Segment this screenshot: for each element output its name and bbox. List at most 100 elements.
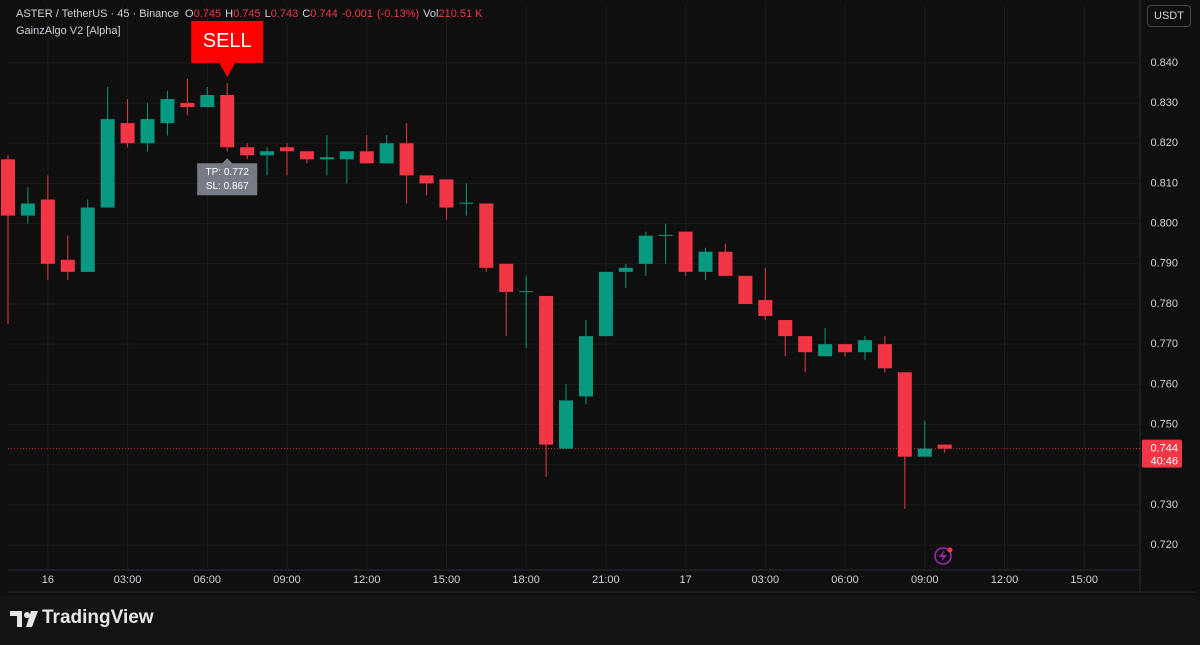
- change-percent: (-0.13%): [376, 8, 420, 20]
- footer-background: [0, 596, 1200, 645]
- brand-name: TradingView: [42, 607, 154, 628]
- x-tick-label: 18:00: [512, 574, 540, 586]
- symbol-legend: ASTER / TetherUS · 45 · Binance O0.745 H0.…: [16, 8, 483, 20]
- candle-body: [857, 340, 872, 353]
- candle-body: [917, 448, 932, 457]
- y-tick-label: 0.720: [1150, 539, 1178, 551]
- candle-body: [578, 336, 593, 397]
- ohlc-value: 0.743: [270, 8, 299, 20]
- alert-icon: [934, 547, 953, 565]
- candle-body: [539, 295, 554, 445]
- countdown-label: 40:46: [1150, 456, 1178, 468]
- candle-body: [240, 147, 255, 156]
- candle-body: [379, 143, 394, 164]
- candle-body: [140, 119, 155, 144]
- ohlc-value: 0.745: [233, 8, 261, 20]
- brand-logo: [10, 611, 38, 627]
- x-tick-label: 21:00: [592, 574, 620, 586]
- candle-body: [479, 203, 494, 268]
- x-tick-label: 15:00: [1070, 574, 1098, 586]
- candle-body: [758, 299, 773, 317]
- x-tick-label: 03:00: [752, 574, 780, 586]
- ohlc-label: H: [225, 8, 234, 20]
- y-tick-label: 0.830: [1150, 97, 1178, 109]
- candle-body: [80, 207, 95, 272]
- candle-body: [439, 179, 454, 208]
- candle-body: [778, 320, 793, 337]
- symbol-title: ASTER / TetherUS · 45 · Binance: [16, 8, 180, 20]
- x-tick-label: 12:00: [991, 574, 1019, 586]
- candle-body: [897, 372, 912, 457]
- ohlc-label: L: [264, 8, 271, 20]
- candle-body: [818, 344, 833, 357]
- candle-body: [260, 151, 275, 156]
- sell-label: SELL: [203, 30, 252, 52]
- tp-sl-box: [197, 158, 258, 196]
- y-tick-label: 0.770: [1150, 338, 1178, 350]
- x-tick-label: 16: [42, 574, 54, 586]
- candle-body: [519, 291, 534, 293]
- y-tick-label: 0.820: [1150, 137, 1178, 149]
- candle-body: [798, 336, 813, 353]
- x-tick-label: 17: [679, 574, 691, 586]
- y-tick-label: 0.780: [1150, 298, 1178, 310]
- candle-body: [459, 202, 474, 204]
- x-tick-label: 09:00: [911, 574, 939, 586]
- candle-body: [200, 95, 215, 108]
- candle-body: [399, 143, 414, 176]
- take-profit-label: TP: 0.772: [206, 167, 250, 178]
- candle-body: [359, 151, 374, 164]
- candle-body: [20, 203, 35, 216]
- ohlc-value: 0.745: [193, 8, 222, 20]
- candle-body: [120, 123, 135, 144]
- candle-body: [60, 259, 75, 272]
- candle-body: [160, 99, 175, 124]
- candle-body: [100, 119, 115, 208]
- x-tick-label: 12:00: [353, 574, 381, 586]
- candle-body: [618, 267, 633, 272]
- y-tick-label: 0.730: [1150, 499, 1178, 511]
- candle-body: [1, 159, 15, 216]
- ohlc-values: O0.745 H0.745 L0.743 C0.744 -0.001 (-0.13%) Vo…: [179, 8, 482, 20]
- candle-body: [40, 199, 55, 264]
- candle-body: [678, 231, 693, 272]
- candle-body: [319, 157, 334, 160]
- candle-body: [299, 151, 314, 160]
- y-tick-label: 0.760: [1150, 378, 1178, 390]
- y-tick-label: 0.810: [1150, 177, 1178, 189]
- candle-body: [937, 444, 952, 449]
- last-price-badge: [1142, 439, 1182, 468]
- volume-value: 210.51 K: [438, 8, 483, 20]
- candle-body: [838, 344, 853, 353]
- x-tick-label: 15:00: [433, 574, 461, 586]
- ohlc-value: 0.744: [310, 8, 338, 20]
- sell-marker: [191, 20, 264, 77]
- candle-body: [339, 151, 354, 160]
- ohlc-label: C: [302, 8, 311, 20]
- candle-body: [718, 251, 733, 276]
- candle-body: [220, 95, 235, 148]
- indicator-name: GainzAlgo V2 [Alpha]: [16, 25, 121, 37]
- last-price-label: 0.744: [1150, 443, 1178, 455]
- x-tick-label: 06:00: [194, 574, 222, 586]
- stop-loss-label: SL: 0.867: [206, 181, 249, 192]
- y-tick-label: 0.750: [1150, 418, 1178, 430]
- candle-body: [638, 235, 653, 264]
- candle-body: [698, 251, 713, 272]
- candle-body: [877, 344, 892, 369]
- candle-body: [419, 175, 434, 184]
- y-tick-label: 0.800: [1150, 218, 1178, 230]
- candle-body: [180, 103, 195, 108]
- candle-body: [598, 271, 613, 337]
- candle-body: [499, 263, 514, 292]
- x-tick-label: 09:00: [273, 574, 301, 586]
- candle-body: [559, 400, 574, 449]
- y-tick-label: 0.790: [1150, 258, 1178, 270]
- change-value: -0.001: [341, 8, 373, 20]
- x-tick-label: 03:00: [114, 574, 142, 586]
- x-tick-label: 06:00: [831, 574, 859, 586]
- volume-label: Vol: [423, 8, 439, 20]
- currency-button[interactable]: USDT: [1147, 5, 1191, 27]
